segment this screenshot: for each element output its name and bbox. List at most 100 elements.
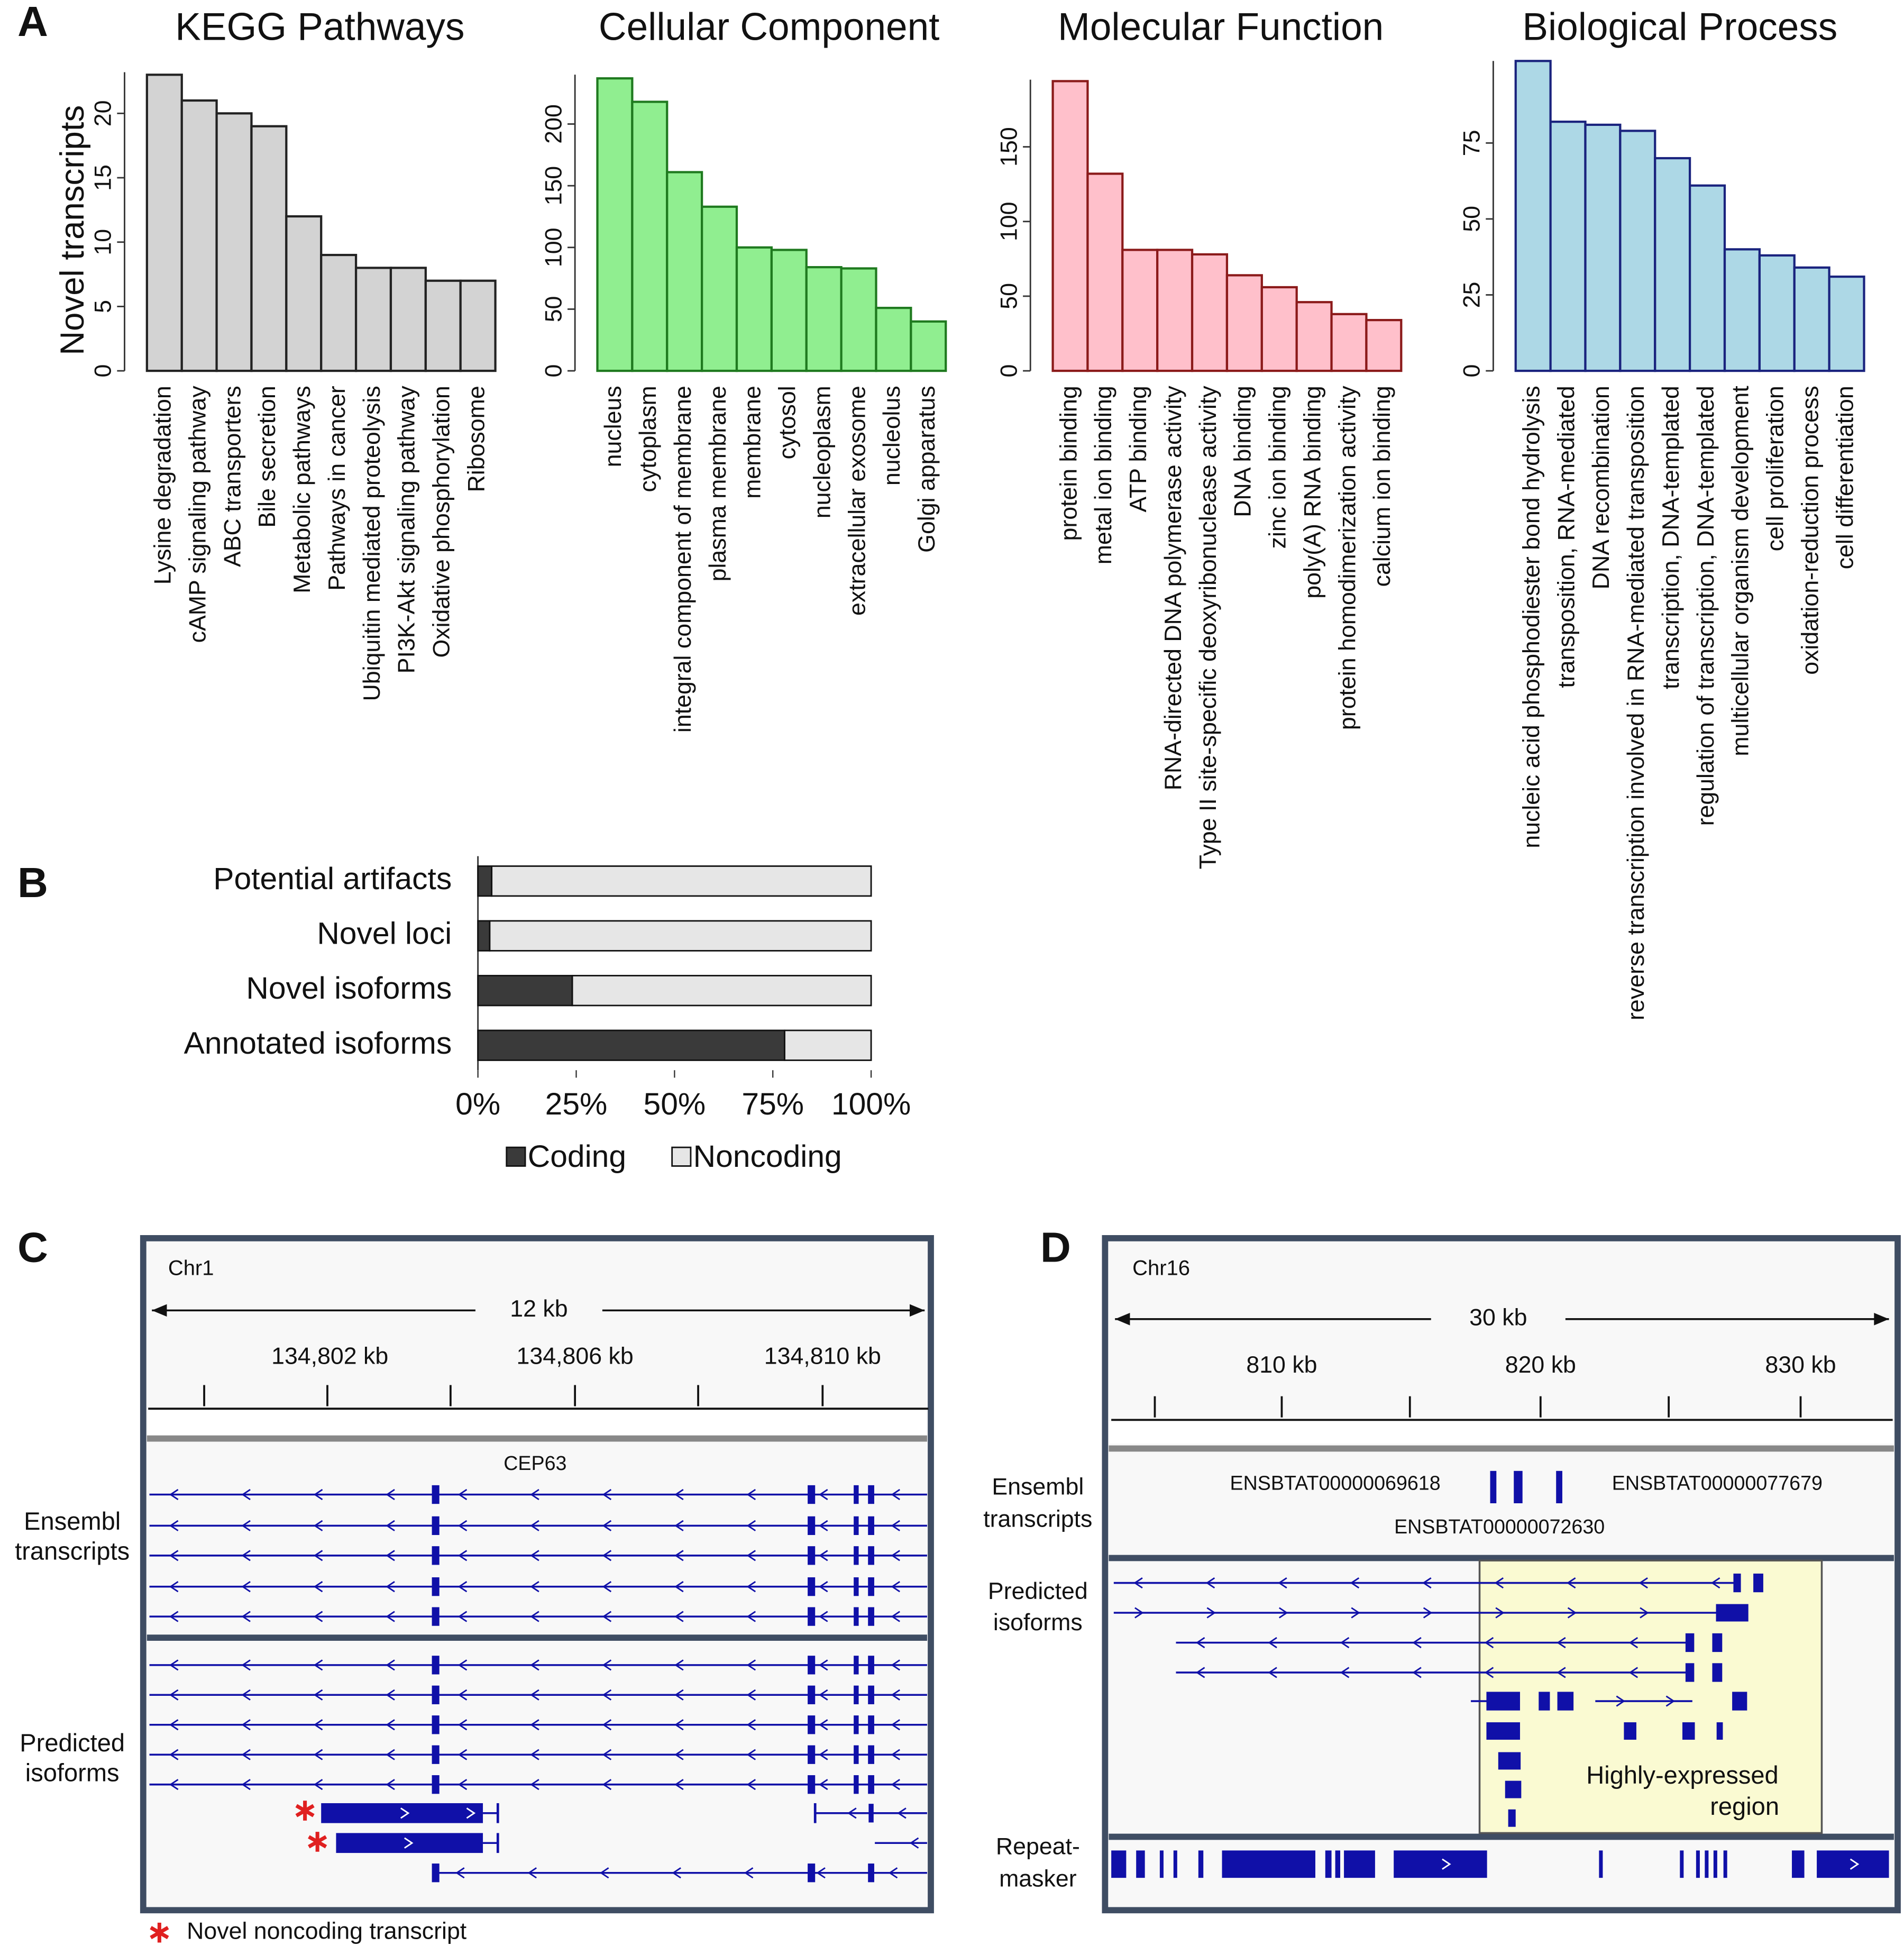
x-tick-label: RNA-directed DNA polymerase activity xyxy=(1160,386,1186,791)
strand-arrow xyxy=(819,1550,828,1561)
strand-arrow xyxy=(1638,1577,1648,1589)
strand-arrow xyxy=(888,1867,898,1879)
x-tick-label: 50% xyxy=(644,1087,706,1121)
y-tick-label: 0 xyxy=(996,364,1022,378)
y-tick-label: 200 xyxy=(541,104,566,144)
bar xyxy=(215,112,253,372)
strand-arrow xyxy=(674,1550,684,1561)
chromosome-label: Chr16 xyxy=(1132,1256,1190,1280)
bar xyxy=(701,205,738,372)
strand-arrow xyxy=(819,1520,828,1531)
strand-arrow xyxy=(819,1488,828,1501)
scale-label: 30 kb xyxy=(1469,1305,1527,1331)
strand-arrow xyxy=(1340,1637,1350,1649)
strand-arrow xyxy=(466,1807,476,1819)
bar xyxy=(1619,130,1656,372)
exon xyxy=(432,1863,440,1883)
x-tick-label: ABC transporters xyxy=(219,386,245,567)
bar xyxy=(1295,301,1333,372)
y-tick-label: 20 xyxy=(90,100,116,126)
asterisk xyxy=(295,1804,315,1817)
transcript-label: ENSBTAT00000069618 xyxy=(1230,1472,1441,1494)
bar xyxy=(424,279,462,372)
strand-arrow xyxy=(457,1581,468,1593)
repeat-block xyxy=(1325,1850,1332,1878)
x-tick-label: Bile secretion xyxy=(254,386,280,527)
bar xyxy=(1330,313,1368,372)
strand-arrow xyxy=(530,1488,539,1501)
strand-arrow xyxy=(404,1837,414,1849)
x-tick-label: protein homodimerization activity xyxy=(1334,386,1360,730)
exon xyxy=(868,1863,874,1883)
legend-label: Novel noncoding transcript xyxy=(187,1918,467,1944)
strand-arrow xyxy=(386,1488,395,1501)
strand-arrow xyxy=(386,1611,395,1622)
region-label: region xyxy=(1710,1792,1779,1820)
strand-arrow xyxy=(455,1867,465,1879)
strand-arrow xyxy=(674,1779,684,1790)
strand-arrow xyxy=(1195,1637,1205,1649)
y-tick-label: 150 xyxy=(996,127,1022,167)
strand-arrow xyxy=(1350,1577,1360,1589)
x-tick-label: Metabolic pathways xyxy=(289,386,315,593)
strand-arrow xyxy=(602,1550,612,1561)
strand-arrow xyxy=(746,1659,756,1671)
strand-arrow xyxy=(1206,1607,1216,1619)
strand-arrow xyxy=(457,1719,468,1731)
strand-arrow xyxy=(891,1719,900,1731)
repeat-block xyxy=(1335,1850,1341,1878)
strand-arrow xyxy=(672,1867,681,1879)
strand-arrow xyxy=(819,1719,828,1731)
x-tick-label: nucleoplasm xyxy=(809,386,835,518)
exon xyxy=(808,1516,816,1535)
strand-arrow xyxy=(1484,1637,1494,1649)
repeat-block xyxy=(1111,1850,1127,1878)
strand-arrow xyxy=(457,1611,468,1622)
x-tick-label: ATP binding xyxy=(1125,386,1151,512)
exon xyxy=(1712,1633,1723,1652)
strand-arrow xyxy=(530,1719,539,1731)
strand-arrow xyxy=(1423,1607,1433,1619)
exon xyxy=(1685,1663,1695,1682)
exon xyxy=(868,1775,874,1794)
x-tick-label: integral component of membrane xyxy=(670,386,696,733)
strand-arrow xyxy=(313,1749,323,1760)
ruler-label: 134,802 kb xyxy=(271,1344,388,1369)
strand-arrow xyxy=(386,1581,395,1593)
bar xyxy=(1086,172,1124,372)
strand-arrow xyxy=(602,1779,612,1790)
strand-arrow xyxy=(746,1719,756,1731)
exon xyxy=(432,1577,440,1596)
exon xyxy=(854,1656,859,1675)
strand-arrow xyxy=(530,1749,539,1760)
repeat-block xyxy=(1599,1850,1603,1878)
exon xyxy=(868,1685,874,1704)
bar xyxy=(1549,121,1587,372)
strand-arrow xyxy=(746,1550,756,1561)
exon xyxy=(868,1577,874,1596)
strand-arrow xyxy=(169,1779,179,1790)
strand-arrow xyxy=(1133,1577,1143,1589)
repeat-block xyxy=(1817,1850,1889,1878)
x-tick-label: nucleic acid phosphodiester bond hydroly… xyxy=(1518,386,1544,848)
bar xyxy=(1828,275,1865,372)
strand-arrow xyxy=(602,1488,612,1501)
strand-arrow xyxy=(1351,1607,1360,1619)
strand-arrow xyxy=(457,1779,468,1790)
strand-arrow xyxy=(600,1867,609,1879)
exon xyxy=(854,1775,859,1794)
strand-arrow xyxy=(313,1779,323,1790)
repeat-block xyxy=(1680,1850,1684,1878)
strand-arrow xyxy=(819,1779,828,1790)
strand-arrow xyxy=(602,1689,612,1701)
exon xyxy=(1682,1722,1695,1740)
strand-arrow xyxy=(527,1867,537,1879)
x-tick-label: Ubiquitin mediated proteolysis xyxy=(359,386,385,701)
ruler-strip xyxy=(1109,1421,1894,1444)
panel-label: B xyxy=(17,859,48,906)
x-tick-label: transposition, RNA-mediated xyxy=(1553,386,1579,688)
y-tick-label: 50 xyxy=(1459,206,1485,232)
strand-arrow xyxy=(891,1581,900,1593)
exon xyxy=(432,1775,440,1794)
